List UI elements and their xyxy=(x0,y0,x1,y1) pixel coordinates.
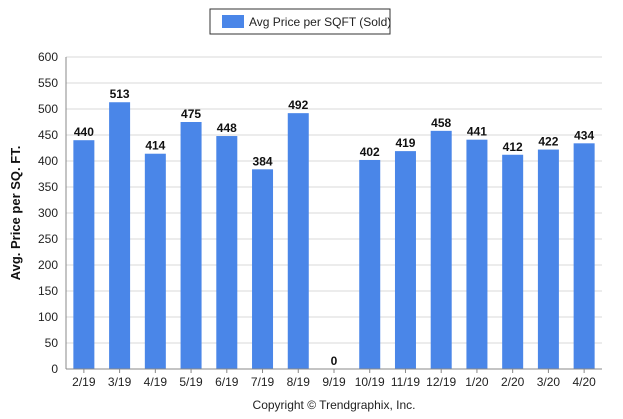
data-label: 434 xyxy=(574,128,594,142)
bar xyxy=(573,143,595,369)
legend: Avg Price per SQFT (Sold) xyxy=(209,8,391,35)
bar xyxy=(73,140,95,369)
y-tick-label: 550 xyxy=(38,76,58,90)
x-tick-label: 4/19 xyxy=(144,375,168,389)
bar xyxy=(502,154,524,369)
x-tick-label: 11/19 xyxy=(391,375,420,389)
bar xyxy=(144,153,166,369)
x-tick-label: 4/20 xyxy=(572,375,596,389)
x-tick-label: 2/19 xyxy=(72,375,96,389)
y-tick-label: 100 xyxy=(38,310,58,324)
x-tick-label: 2/20 xyxy=(501,375,525,389)
y-tick-label: 300 xyxy=(38,206,58,220)
bar xyxy=(430,130,452,369)
data-label: 402 xyxy=(360,145,380,159)
data-labels: 440 513 414 475 448 384 492 0 402 419 458 441 412 422… xyxy=(74,87,595,368)
bar xyxy=(537,149,559,369)
y-tick-label: 450 xyxy=(38,128,58,142)
x-tick-label: 3/19 xyxy=(108,375,132,389)
data-label: 441 xyxy=(467,125,487,139)
x-tick-label: 7/19 xyxy=(251,375,275,389)
legend-label: Avg Price per SQFT (Sold) xyxy=(249,15,391,29)
y-tick-label: 250 xyxy=(38,232,58,246)
y-axis-ticks: 0 50 100 150 200 250 300 350 400 450 500 550 600 xyxy=(38,50,58,376)
legend-swatch xyxy=(222,15,244,28)
y-tick-label: 0 xyxy=(51,362,58,376)
data-label: 440 xyxy=(74,125,94,139)
y-tick-label: 200 xyxy=(38,258,58,272)
y-tick-label: 500 xyxy=(38,102,58,116)
x-tick-label: 3/20 xyxy=(537,375,561,389)
copyright-text: Copyright © Trendgraphix, Inc. xyxy=(253,398,416,412)
x-tick-label: 1/20 xyxy=(465,375,489,389)
y-tick-label: 350 xyxy=(38,180,58,194)
y-axis-label: Avg. Price per SQ. FT. xyxy=(8,146,23,281)
data-label: 414 xyxy=(145,139,165,153)
bar xyxy=(359,159,381,369)
y-tick-label: 150 xyxy=(38,284,58,298)
data-label: 475 xyxy=(181,107,201,121)
y-tick-label: 50 xyxy=(45,336,59,350)
x-tick-label: 9/19 xyxy=(322,375,346,389)
bar xyxy=(109,102,131,370)
bar xyxy=(216,136,238,369)
x-axis-ticks: 2/19 3/19 4/19 5/19 6/19 7/19 8/19 9/19 10/19 11/… xyxy=(72,369,596,389)
data-label: 492 xyxy=(288,98,308,112)
bar xyxy=(466,139,488,369)
x-tick-label: 6/19 xyxy=(215,375,239,389)
bar xyxy=(394,151,416,369)
data-label: 513 xyxy=(110,87,130,101)
data-label: 384 xyxy=(253,154,273,168)
y-tick-label: 600 xyxy=(38,50,58,64)
x-tick-label: 12/19 xyxy=(426,375,456,389)
bar xyxy=(287,113,309,369)
data-label: 448 xyxy=(217,121,237,135)
x-tick-label: 8/19 xyxy=(287,375,311,389)
y-tick-label: 400 xyxy=(38,154,58,168)
data-label: 0 xyxy=(331,354,338,368)
bar xyxy=(252,169,274,369)
data-label: 458 xyxy=(431,116,451,130)
bar xyxy=(180,122,202,369)
bars xyxy=(73,102,595,370)
data-label: 419 xyxy=(395,136,415,150)
x-tick-label: 10/19 xyxy=(355,375,385,389)
data-label: 412 xyxy=(503,140,523,154)
x-tick-label: 5/19 xyxy=(179,375,203,389)
data-label: 422 xyxy=(538,135,558,149)
